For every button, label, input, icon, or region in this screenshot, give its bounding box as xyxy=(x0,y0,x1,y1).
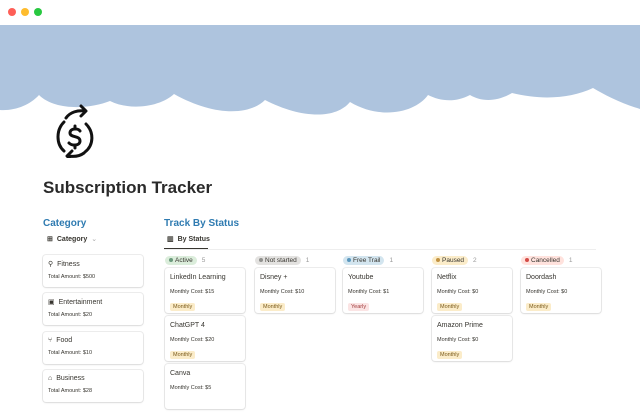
card-cost: Monthly Cost: $1 xyxy=(348,289,390,295)
dollar-refresh-icon xyxy=(56,104,94,158)
billing-tag: Monthly xyxy=(170,303,196,311)
billing-tag: Yearly xyxy=(348,303,370,311)
status-column: Paused 2 Netflix Monthly Cost: $0 Monthly Ama… xyxy=(432,255,512,364)
status-label: Free Trail xyxy=(353,256,381,264)
category-card[interactable]: ▣ Entertainment Total Amount: $20 xyxy=(43,293,143,325)
briefcase-icon: ⌂ xyxy=(48,375,53,382)
page-title: Subscription Tracker xyxy=(43,178,213,197)
card-cost: Monthly Cost: $10 xyxy=(260,289,305,295)
status-column: Active 5 LinkedIn Learning Monthly Cost: $1… xyxy=(165,255,245,412)
status-column: Free Trail 1 Youtube Monthly Cost: $1 Yearly xyxy=(343,255,423,316)
status-dot-icon xyxy=(347,258,351,262)
card-cost: Monthly Cost: $20 xyxy=(170,337,215,343)
category-total: Total Amount: $500 xyxy=(48,274,96,280)
status-dot-icon xyxy=(436,258,440,262)
category-name: Business xyxy=(56,375,85,382)
category-card[interactable]: ⌂ Business Total Amount: $28 xyxy=(43,370,143,402)
billing-tag: Monthly xyxy=(526,303,552,311)
card-title: LinkedIn Learning xyxy=(170,274,226,281)
minimize-window-button[interactable] xyxy=(21,8,29,16)
status-label: Not started xyxy=(265,256,297,264)
billing-tag: Monthly xyxy=(260,303,286,311)
subscription-card[interactable]: LinkedIn Learning Monthly Cost: $15 Monthl… xyxy=(165,268,245,313)
subscription-card[interactable]: Canva Monthly Cost: $5 xyxy=(165,364,245,409)
card-title: Canva xyxy=(170,370,191,377)
category-total: Total Amount: $20 xyxy=(48,312,93,318)
status-view-label: By Status xyxy=(177,235,210,243)
category-heading: Category xyxy=(43,218,87,229)
card-cost: Monthly Cost: $15 xyxy=(170,289,215,295)
subscription-card[interactable]: Youtube Monthly Cost: $1 Yearly xyxy=(343,268,423,313)
card-cost: Monthly Cost: $5 xyxy=(170,385,212,391)
card-cost: Monthly Cost: $0 xyxy=(526,289,568,295)
category-card[interactable]: ⚲ Fitness Total Amount: $500 xyxy=(43,255,143,287)
category-name: Fitness xyxy=(57,260,80,268)
status-count: 5 xyxy=(201,256,206,264)
card-cost: Monthly Cost: $0 xyxy=(437,289,479,295)
status-pill[interactable]: Free Trail xyxy=(343,255,385,265)
status-heading: Track By Status xyxy=(164,218,240,229)
close-window-button[interactable] xyxy=(8,8,16,16)
category-total: Total Amount: $10 xyxy=(48,350,93,356)
card-title: Disney + xyxy=(260,274,288,281)
active-tab-underline xyxy=(164,248,208,249)
category-view-label: Category xyxy=(56,235,88,243)
status-pill[interactable]: Active xyxy=(165,255,197,265)
category-total: Total Amount: $28 xyxy=(48,388,93,394)
card-title: Netflix xyxy=(437,274,457,281)
category-name: Food xyxy=(56,337,73,344)
billing-tag: Monthly xyxy=(437,351,463,359)
card-cost: Monthly Cost: $0 xyxy=(437,337,479,343)
running-icon: ⚲ xyxy=(48,261,54,268)
status-count: 1 xyxy=(568,256,573,264)
status-label: Paused xyxy=(442,256,465,264)
window-controls xyxy=(8,8,42,16)
cover-banner xyxy=(0,25,640,115)
tv-icon: ▣ xyxy=(48,299,55,306)
status-count: 1 xyxy=(389,256,394,264)
status-pill[interactable]: Cancelled xyxy=(521,255,564,265)
card-title: ChatGPT 4 xyxy=(170,322,205,329)
subscription-card[interactable]: Amazon Prime Monthly Cost: $0 Monthly xyxy=(432,316,512,361)
status-dot-icon xyxy=(169,258,173,262)
status-dot-icon xyxy=(525,258,529,262)
card-title: Doordash xyxy=(526,274,557,281)
divider xyxy=(164,249,596,250)
subscription-card[interactable]: Doordash Monthly Cost: $0 Monthly xyxy=(521,268,601,313)
status-view-tab[interactable]: ▥ By Status xyxy=(167,235,210,244)
status-label: Cancelled xyxy=(531,256,560,264)
category-view-tab[interactable]: ⊞ Category ⌄ xyxy=(47,235,98,244)
billing-tag: Monthly xyxy=(170,351,196,359)
status-count: 2 xyxy=(473,256,477,264)
status-dot-icon xyxy=(259,258,263,262)
status-label: Active xyxy=(175,256,193,264)
category-name: Entertainment xyxy=(58,298,103,306)
status-column: Cancelled 1 Doordash Monthly Cost: $0 Monthl… xyxy=(521,255,601,316)
maximize-window-button[interactable] xyxy=(34,8,42,16)
subscription-card[interactable]: Netflix Monthly Cost: $0 Monthly xyxy=(432,268,512,313)
status-column: Not started 1 Disney + Monthly Cost: $10 Mon… xyxy=(255,255,335,316)
status-pill[interactable]: Not started xyxy=(255,255,301,265)
fork-knife-icon: ⑂ xyxy=(48,337,53,344)
status-count: 1 xyxy=(305,256,310,264)
chevron-down-icon[interactable]: ⌄ xyxy=(91,236,98,243)
category-card[interactable]: ⑂ Food Total Amount: $10 xyxy=(43,332,143,364)
gallery-icon: ⊞ xyxy=(47,236,53,243)
billing-tag: Monthly xyxy=(437,303,463,311)
subscription-card[interactable]: Disney + Monthly Cost: $10 Monthly xyxy=(255,268,335,313)
card-title: Youtube xyxy=(348,274,374,281)
subscription-card[interactable]: ChatGPT 4 Monthly Cost: $20 Monthly xyxy=(165,316,245,361)
card-title: Amazon Prime xyxy=(437,322,483,329)
status-pill[interactable]: Paused xyxy=(432,255,469,265)
board-icon: ▥ xyxy=(167,236,174,243)
